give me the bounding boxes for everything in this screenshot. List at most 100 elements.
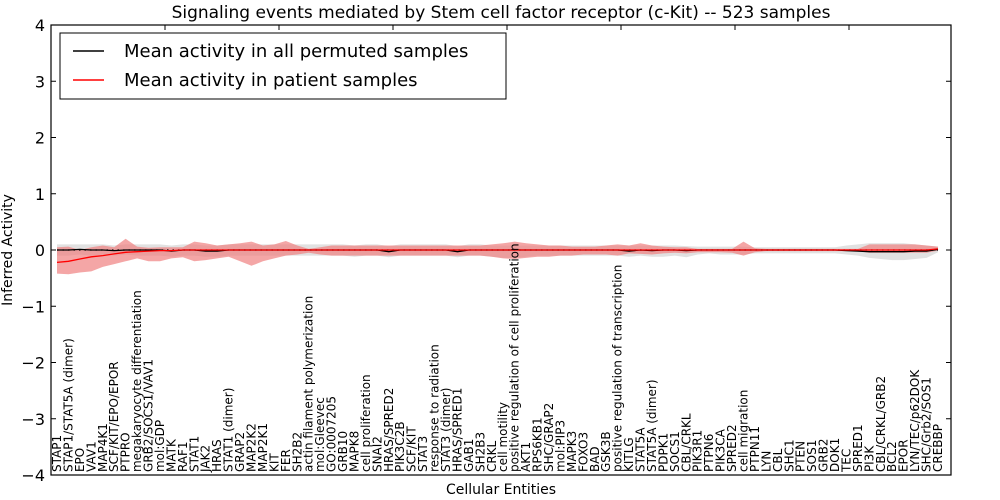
- category-label: STAT1: [187, 436, 201, 472]
- y-tick-label: −4: [21, 466, 45, 485]
- category-label: AKT1: [519, 442, 533, 472]
- y-tick-label: −2: [21, 354, 45, 373]
- legend-box: [59, 32, 507, 100]
- bands-layer: [57, 238, 938, 275]
- category-label: SHC/Grb2/SOS1: [920, 377, 934, 472]
- category-label: cell migration: [737, 390, 751, 472]
- category-label: GRAP2: [233, 432, 247, 472]
- category-label: BAD: [588, 446, 602, 472]
- category-label: positive regulation of transcription: [611, 265, 625, 472]
- category-label: GSK3B: [599, 431, 613, 472]
- category-label: MAPK8: [348, 431, 362, 472]
- category-label: SCF/KIT: [405, 426, 419, 472]
- y-axis: −4 −3 −2 −1 0 1 2 3 4: [21, 16, 951, 485]
- category-label: cell motility: [496, 402, 510, 472]
- category-label: SH2B2: [290, 432, 304, 472]
- category-label: GRB10: [336, 431, 350, 472]
- category-label: EPOR: [897, 439, 911, 472]
- category-label: PI3K: [862, 445, 876, 472]
- category-label: FER: [279, 449, 293, 472]
- category-label: PTEN: [794, 441, 808, 472]
- category-label: PTPN6: [702, 434, 716, 472]
- category-label: VAV1: [84, 441, 98, 472]
- category-label: PIK3R1: [691, 430, 705, 472]
- category-label: PDPK1: [656, 433, 670, 472]
- x-axis-title: Cellular Entities: [446, 482, 556, 498]
- category-label: RPS6KB1: [531, 417, 545, 472]
- category-label: CRKL: [485, 440, 499, 472]
- category-label: PTPN11: [748, 426, 762, 472]
- category-label: LYN: [759, 451, 773, 472]
- category-label: CREBBP: [931, 424, 945, 472]
- category-label: SPRED1: [851, 424, 865, 472]
- category-label: STAT1 (dimer): [222, 388, 236, 472]
- category-label: MAPK3: [565, 431, 579, 472]
- category-label: SOCS1: [668, 431, 682, 472]
- legend: Mean activity in all permuted samples Me…: [59, 32, 507, 100]
- category-label: CBL/CRKL/GRB2: [874, 376, 888, 472]
- category-label: KIT: [267, 453, 281, 472]
- category-label: FOXO3: [576, 432, 590, 472]
- category-label: GRB2/SOCS1/VAV1: [142, 359, 156, 472]
- chart-title: Signaling events mediated by Stem cell f…: [172, 3, 831, 23]
- category-label: mol:PIP3: [553, 420, 567, 472]
- y-tick-label: −1: [21, 297, 45, 316]
- category-label: SCF/KIT/EPO/EPOR: [107, 361, 121, 472]
- y-tick-label: 1: [35, 185, 45, 204]
- category-label: PTPRO: [119, 432, 133, 472]
- x-axis: [164, 25, 850, 30]
- y-tick-label: 4: [35, 16, 45, 35]
- category-label: STAT5A: [634, 427, 648, 472]
- category-label: MAP2K2: [245, 423, 259, 472]
- category-label: STAT5A (dimer): [645, 379, 659, 472]
- category-label: RAF1: [176, 441, 190, 472]
- category-label: CBL: [771, 448, 785, 472]
- category-label: DOK1: [828, 438, 842, 472]
- category-label: BCL2: [885, 441, 899, 472]
- y-tick-label: 0: [35, 241, 45, 260]
- legend-label-permuted: Mean activity in all permuted samples: [124, 41, 468, 62]
- category-label: STAP1/STAT5A (dimer): [61, 338, 75, 472]
- category-label: TEC: [840, 449, 854, 473]
- y-tick-label: 2: [35, 129, 45, 148]
- patient-mean-line: [56, 248, 939, 264]
- category-label: SHC1: [782, 439, 796, 472]
- category-label: GO:0007205: [325, 396, 339, 472]
- category-label: response to radiation: [428, 344, 442, 472]
- y-axis-title: Inferred Activity: [0, 194, 16, 306]
- category-label: SH2B3: [473, 432, 487, 472]
- lines-layer: [56, 248, 939, 264]
- category-label: MAP2K1: [256, 423, 270, 472]
- category-label: SPRED2: [725, 424, 739, 472]
- category-label: SNAI2: [370, 436, 384, 472]
- category-label: JAK2: [199, 445, 213, 473]
- category-label: PIK3C2B: [393, 421, 407, 472]
- category-label: MATK: [164, 438, 178, 472]
- category-label: mol:GDP: [153, 420, 167, 472]
- category-label: MAP4K1: [96, 423, 110, 472]
- category-label: GAB1: [462, 439, 476, 472]
- category-label: cell proliferation: [359, 374, 373, 472]
- category-label: SHC/GRAP2: [542, 403, 556, 472]
- category-label: HRAS: [210, 439, 224, 472]
- category-label: SOS1: [805, 440, 819, 472]
- category-label: mol:Gleevec: [313, 397, 327, 472]
- category-label: LYN/TEC/p62DOK: [908, 369, 922, 472]
- category-label: megakaryocyte differentiation: [130, 290, 144, 472]
- category-label: positive regulation of cell proliferatio…: [508, 243, 522, 472]
- category-label: KITLG: [622, 437, 636, 472]
- y-tick-label: 3: [35, 72, 45, 91]
- category-label: STAT3: [416, 436, 430, 472]
- patient-band: [57, 238, 938, 275]
- legend-label-patient: Mean activity in patient samples: [124, 70, 418, 91]
- category-label: actin filament polymerization: [302, 296, 316, 472]
- category-label: CBL/CRKL: [679, 413, 693, 472]
- category-label: STAP1: [50, 435, 64, 472]
- category-label: HRAS/SPRED2: [382, 388, 396, 472]
- category-label: GRB2: [817, 438, 831, 472]
- category-label: HRAS/SPRED1: [451, 388, 465, 472]
- category-label: PIK3CA: [714, 428, 728, 472]
- category-label: EPO: [73, 448, 87, 472]
